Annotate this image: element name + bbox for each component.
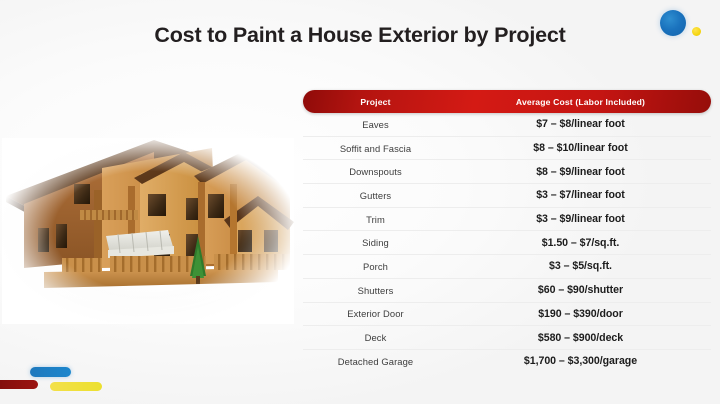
cell-project: Soffit and Fascia xyxy=(339,142,412,154)
cell-project: Porch xyxy=(363,260,388,272)
cell-cost: $190 – $390/door xyxy=(538,307,623,320)
table-row: Exterior Door $190 – $390/door xyxy=(303,303,711,327)
house-illustration-svg xyxy=(2,138,294,324)
table-row: Soffit and Fascia $8 – $10/linear foot xyxy=(303,137,711,161)
cell-project: Gutters xyxy=(359,189,392,201)
cell-cost: $580 – $900/deck xyxy=(537,331,624,344)
cell-cost: $3 – $7/linear foot xyxy=(536,189,625,202)
table-row: Shutters $60 – $90/shutter xyxy=(303,279,711,303)
red-accent-bar xyxy=(0,380,38,389)
cell-cost: $7 – $8/linear foot xyxy=(536,118,625,131)
column-header-project: Project xyxy=(360,96,391,107)
brand-logo xyxy=(652,6,712,46)
table-row: Detached Garage $1,700 – $3,300/garage xyxy=(303,350,711,373)
table-row: Downspouts $8 – $9/linear foot xyxy=(303,160,711,185)
cell-cost: $3 – $9/linear foot xyxy=(536,213,625,226)
cell-project: Siding xyxy=(362,237,389,249)
blue-circle-icon xyxy=(660,10,686,36)
blue-accent-bar xyxy=(30,367,71,377)
table-row: Porch $3 – $5/sq.ft. xyxy=(303,255,711,279)
decorative-accent-bars xyxy=(0,354,140,404)
yellow-dot-icon xyxy=(692,27,701,36)
table-body: Eaves $7 – $8/linear foot Soffit and Fas… xyxy=(303,113,711,373)
table-row: Deck $580 – $900/deck xyxy=(303,326,711,350)
cell-cost: $8 – $9/linear foot xyxy=(536,165,625,178)
cell-project: Exterior Door xyxy=(347,308,404,320)
cell-project: Downspouts xyxy=(349,166,402,178)
cost-table: Project Average Cost (Labor Included) Ea… xyxy=(303,90,711,373)
table-row: Eaves $7 – $8/linear foot xyxy=(303,113,711,137)
cell-project: Eaves xyxy=(362,118,389,130)
table-row: Trim $3 – $9/linear foot xyxy=(303,208,711,232)
cell-project: Detached Garage xyxy=(337,355,414,367)
table-row: Gutters $3 – $7/linear foot xyxy=(303,184,711,208)
yellow-accent-bar xyxy=(50,382,102,391)
cell-cost: $1.50 – $7/sq.ft. xyxy=(541,236,620,249)
page-title: Cost to Paint a House Exterior by Projec… xyxy=(154,23,566,47)
table-header-row: Project Average Cost (Labor Included) xyxy=(303,90,711,113)
cell-cost: $8 – $10/linear foot xyxy=(533,142,628,155)
cell-project: Deck xyxy=(364,332,387,344)
cell-cost: $1,700 – $3,300/garage xyxy=(523,355,638,368)
table-row: Siding $1.50 – $7/sq.ft. xyxy=(303,231,711,256)
cell-project: Shutters xyxy=(357,284,394,296)
wooden-house-image xyxy=(2,138,294,324)
cell-cost: $3 – $5/sq.ft. xyxy=(549,260,612,273)
cell-cost: $60 – $90/shutter xyxy=(537,284,624,297)
cell-project: Trim xyxy=(366,213,385,225)
column-header-cost: Average Cost (Labor Included) xyxy=(515,96,646,107)
